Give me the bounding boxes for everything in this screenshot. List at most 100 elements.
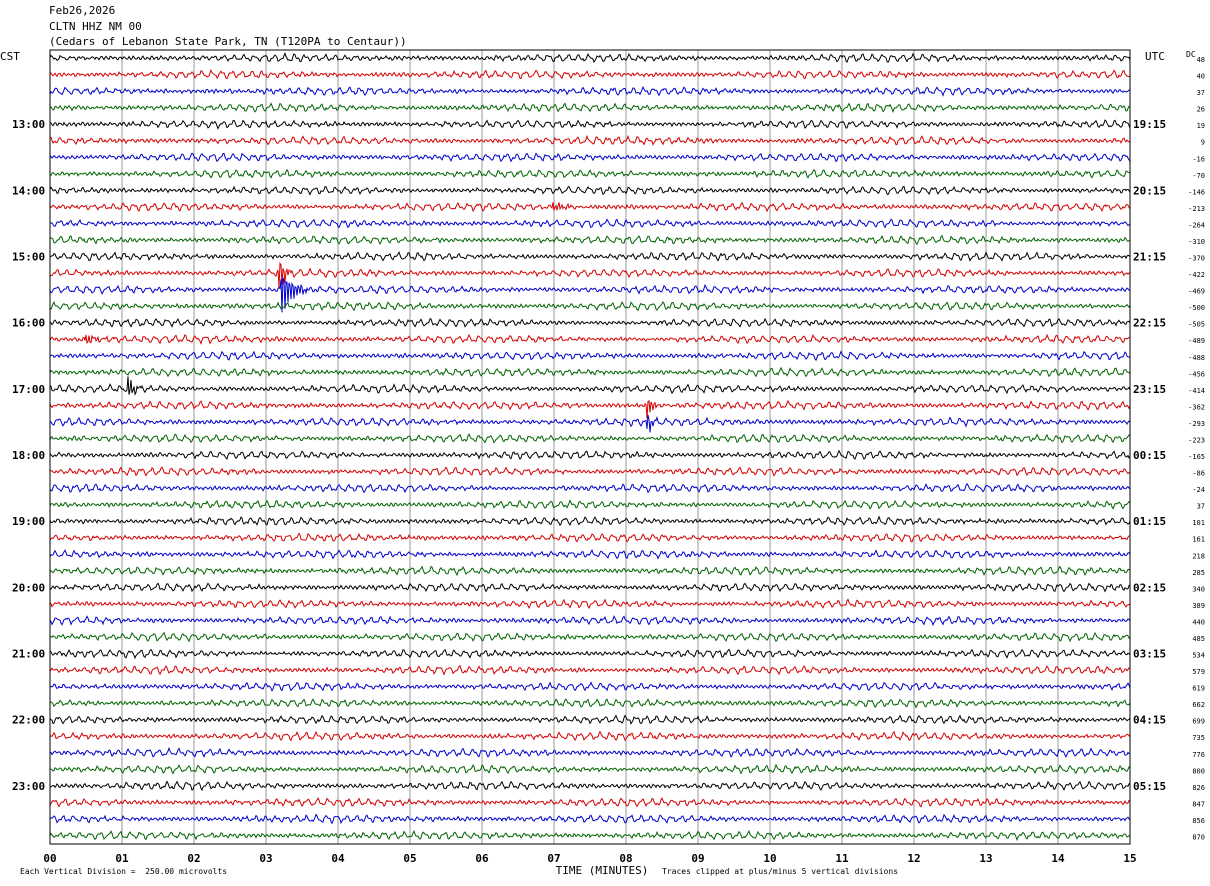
dc-offset-value: 19 [1197, 122, 1205, 130]
trace-row-2 [49, 68, 1131, 80]
dc-offset-value: 534 [1192, 652, 1205, 660]
trace-row-21 [49, 376, 1131, 396]
dc-offset-value: -24 [1192, 486, 1205, 494]
trace-row-8 [49, 168, 1131, 179]
dc-offset-value: 847 [1192, 800, 1205, 808]
right-hour-label: 03:15 [1133, 648, 1166, 661]
x-tick-label: 00 [43, 852, 56, 865]
dc-offset-value: -264 [1188, 221, 1205, 229]
left-hour-label: 21:00 [12, 648, 45, 661]
right-zone-label: UTC [1145, 50, 1165, 63]
dc-offset-value: 662 [1192, 701, 1205, 709]
x-tick-label: 14 [1051, 852, 1065, 865]
trace-row-28 [49, 499, 1131, 510]
left-hour-label: 23:00 [12, 780, 45, 793]
trace-row-18 [49, 333, 1131, 345]
trace-row-24 [49, 433, 1131, 444]
trace-row-20 [49, 366, 1131, 378]
dc-offset-value: -16 [1192, 155, 1205, 163]
left-hour-label: 16:00 [12, 317, 45, 330]
trace-row-9 [49, 185, 1131, 196]
dc-offset-value: 800 [1192, 767, 1205, 775]
trace-row-1 [49, 52, 1131, 64]
x-tick-label: 06 [475, 852, 489, 865]
dc-offset-value: 856 [1192, 817, 1205, 825]
dc-offset-value: 48 [1197, 56, 1205, 64]
dc-offset-value: 776 [1192, 751, 1205, 759]
dc-offset-value: 101 [1192, 519, 1205, 527]
dc-offset-value: -165 [1188, 453, 1205, 461]
trace-row-43 [49, 746, 1130, 758]
x-tick-label: 02 [187, 852, 200, 865]
trace-row-5 [49, 119, 1131, 130]
right-hour-label: 23:15 [1133, 383, 1166, 396]
trace-row-3 [49, 85, 1131, 97]
dc-offset-value: -505 [1188, 321, 1205, 329]
trace-row-19 [49, 350, 1131, 362]
trace-row-48 [49, 829, 1131, 842]
trace-row-45 [49, 780, 1131, 792]
dc-offset-value: -70 [1192, 172, 1205, 180]
trace-row-25 [49, 449, 1131, 460]
trace-row-7 [49, 152, 1131, 163]
dc-offset-value: -293 [1188, 420, 1205, 428]
dc-offset-value: -370 [1188, 255, 1205, 263]
trace-row-4 [49, 102, 1131, 113]
traces [49, 52, 1131, 842]
dc-offset-value: -489 [1188, 337, 1205, 345]
trace-row-17 [49, 317, 1131, 328]
trace-row-23 [49, 414, 1131, 433]
right-hour-label: 20:15 [1133, 184, 1166, 197]
dc-offset-value: 826 [1192, 784, 1205, 792]
right-hour-label: 05:15 [1133, 780, 1166, 793]
trace-row-40 [49, 698, 1131, 709]
right-hour-label: 00:15 [1133, 449, 1166, 462]
right-hour-label: 02:15 [1133, 581, 1166, 594]
left-hour-label: 22:00 [12, 714, 45, 727]
left-hour-label: 19:00 [12, 515, 45, 528]
dc-offset-value: -310 [1188, 238, 1205, 246]
left-hour-label: 14:00 [12, 184, 45, 197]
dc-offset-value: 619 [1192, 685, 1205, 693]
dc-offset-value: 870 [1192, 833, 1205, 841]
dc-offset-value: 285 [1192, 569, 1205, 577]
trace-row-11 [49, 218, 1131, 229]
right-hour-label: 22:15 [1133, 317, 1166, 330]
dc-offset-value: -456 [1188, 370, 1205, 378]
left-hour-label: 18:00 [12, 449, 45, 462]
trace-row-15 [49, 277, 1131, 313]
trace-row-6 [49, 134, 1131, 146]
x-tick-label: 10 [763, 852, 776, 865]
dc-offset-value: 161 [1192, 536, 1205, 544]
trace-row-39 [49, 681, 1131, 692]
trace-row-42 [49, 730, 1131, 742]
x-tick-label: 08 [619, 852, 632, 865]
trace-row-12 [49, 234, 1131, 246]
trace-row-10 [49, 201, 1131, 213]
dc-offset-value: -213 [1188, 205, 1205, 213]
right-hour-label: 21:15 [1133, 251, 1166, 264]
left-zone-label: CST [0, 50, 20, 63]
trace-row-31 [49, 549, 1131, 560]
trace-row-13 [49, 251, 1131, 262]
trace-row-33 [49, 582, 1131, 593]
trace-row-46 [49, 797, 1131, 808]
dc-offset-value: 340 [1192, 585, 1205, 593]
x-tick-label: 01 [115, 852, 129, 865]
dc-offset-value: 485 [1192, 635, 1205, 643]
left-hour-label: 15:00 [12, 251, 45, 264]
dc-offset-value: 40 [1197, 73, 1205, 81]
x-axis-label: TIME (MINUTES) [556, 864, 649, 877]
x-tick-label: 13 [979, 852, 992, 865]
trace-row-37 [49, 648, 1131, 660]
left-hour-label: 17:00 [12, 383, 45, 396]
dc-offset-value: 37 [1197, 89, 1205, 97]
right-hour-label: 01:15 [1133, 515, 1166, 528]
clip-note: Traces clipped at plus/minus 5 vertical … [662, 867, 899, 876]
axis-labels: CST UTC DC 13:00 14:00 15:00 16:00 17:00 18:00 19… [0, 50, 1205, 877]
trace-row-44 [49, 763, 1131, 775]
trace-row-26 [49, 466, 1131, 477]
trace-row-41 [49, 714, 1131, 725]
trace-row-14 [49, 261, 1131, 288]
